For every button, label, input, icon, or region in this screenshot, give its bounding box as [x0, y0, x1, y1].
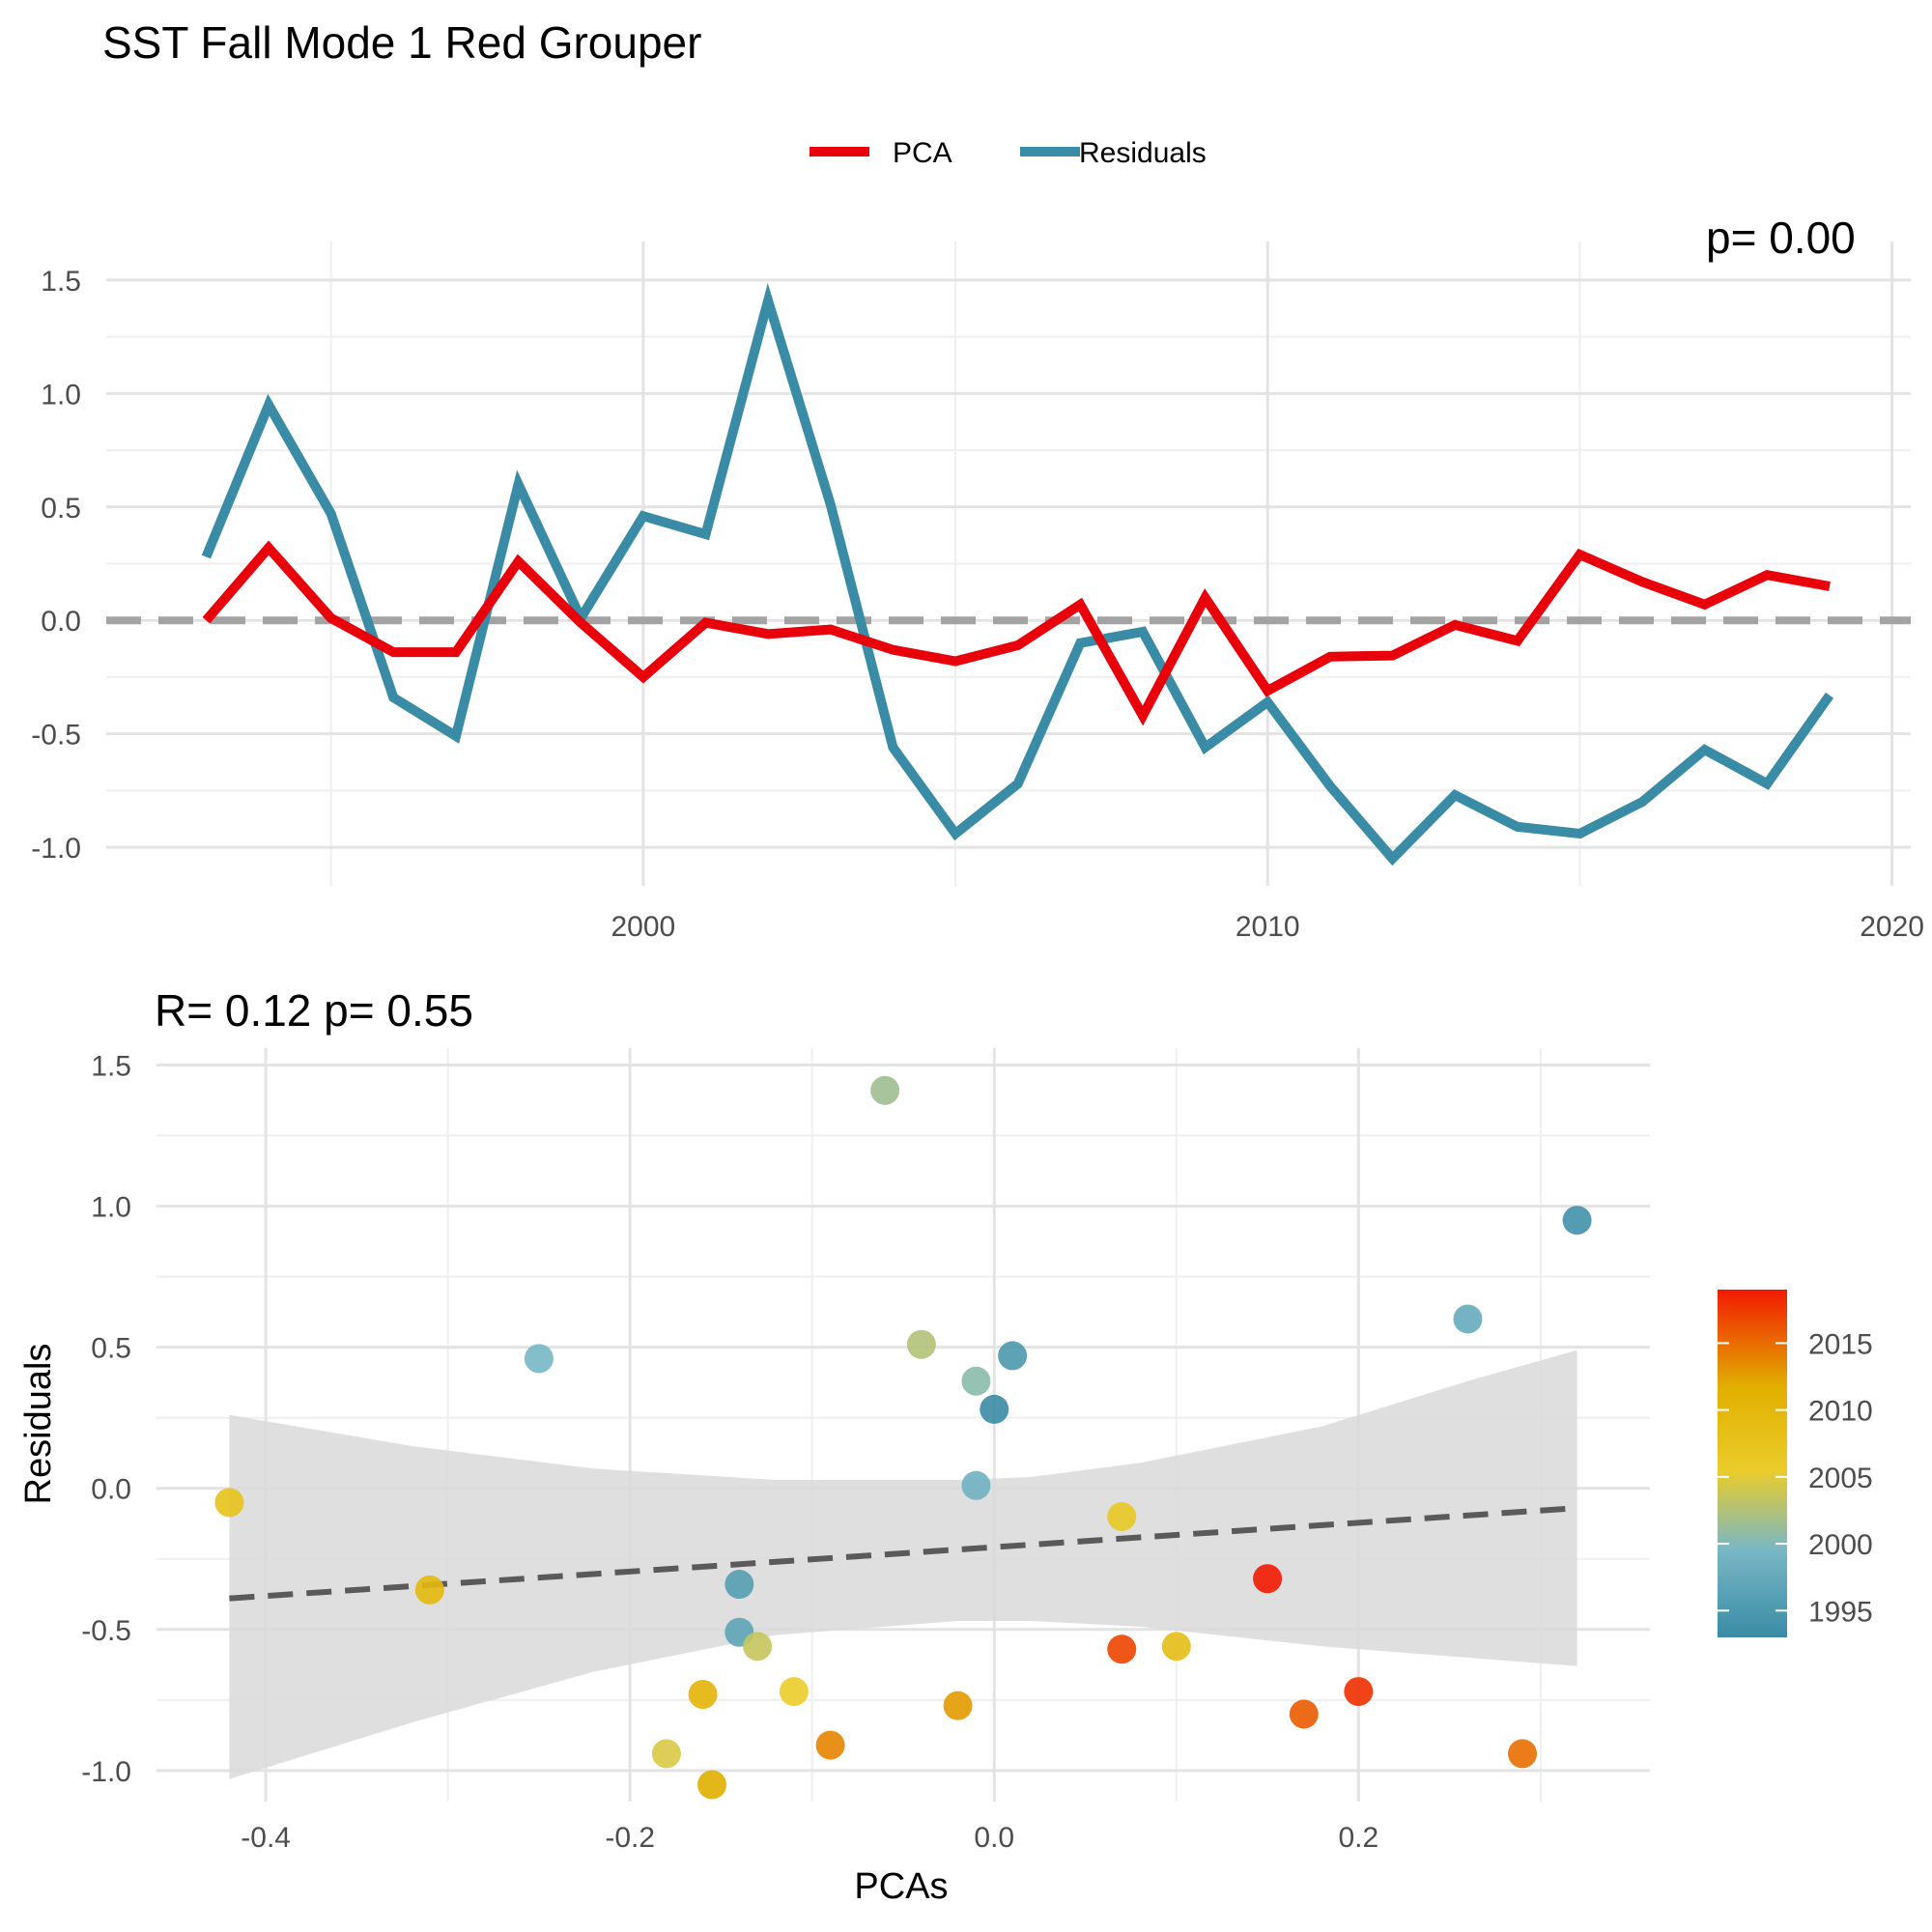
scatter-point [1289, 1699, 1319, 1729]
time-series-tick-labels: 2000 2010 2020 1.5 1.0 0.5 0.0 -0.5 -1.0 [31, 266, 1924, 943]
y-tick-label: -1.0 [31, 833, 81, 865]
x-tick-label: 0.0 [974, 1822, 1014, 1854]
scatter-subtitle: R= 0.12 p= 0.55 [155, 985, 473, 1036]
scatter-point [1562, 1206, 1592, 1236]
y-tick-label: 0.0 [41, 606, 81, 638]
y-tick-label: 1.5 [91, 1051, 131, 1083]
scatter-point [414, 1575, 444, 1605]
scatter-point [697, 1770, 727, 1800]
x-tick-label: 2000 [611, 911, 676, 943]
scatter-point [524, 1344, 554, 1374]
scatter-point [998, 1341, 1028, 1371]
scatter-point [651, 1739, 681, 1769]
scatter-panel: R= 0.12 p= 0.55 -0.4 -0.2 0.0 0.2 1.5 1.0 0.5 0… [18, 985, 1650, 1907]
colorbar-tick-label: 2010 [1808, 1396, 1873, 1428]
colorbar: 2015 2010 2005 2000 1995 [1718, 1290, 1873, 1637]
scatter-point [688, 1679, 718, 1709]
scatter-point [1453, 1304, 1483, 1334]
y-tick-label: 1.0 [91, 1192, 131, 1224]
colorbar-ticks: 2015 2010 2005 2000 1995 [1718, 1328, 1873, 1628]
scatter-point [1253, 1564, 1283, 1594]
legend: PCA Residuals [810, 137, 1207, 169]
scatter-point [961, 1470, 991, 1500]
corner-annotation: p= 0.00 [1706, 213, 1856, 263]
y-tick-label: -0.5 [81, 1615, 131, 1647]
x-tick-label: 0.2 [1338, 1822, 1378, 1854]
y-tick-label: 0.5 [91, 1333, 131, 1365]
scatter-point [779, 1677, 809, 1707]
page-title: SST Fall Mode 1 Red Grouper [102, 17, 701, 68]
scatter-point [870, 1075, 900, 1105]
scatter-point [961, 1366, 991, 1396]
regression-line [229, 1505, 1577, 1602]
legend-label-residuals: Residuals [1079, 137, 1207, 169]
scatter-point [743, 1632, 773, 1662]
x-tick-label: 2020 [1860, 911, 1924, 943]
scatter-point [1107, 1634, 1137, 1664]
time-series-panel: 2000 2010 2020 1.5 1.0 0.5 0.0 -0.5 -1.0 p= 0.00 [31, 213, 1924, 943]
scatter-point [943, 1690, 973, 1720]
y-tick-label: 1.0 [41, 379, 81, 411]
scatter-point [980, 1394, 1009, 1424]
time-series-lines [201, 282, 1834, 867]
scatter-point [906, 1329, 936, 1359]
series-line-pca [202, 540, 1831, 726]
scatter-points [214, 1075, 1592, 1800]
colorbar-tick-label: 1995 [1808, 1596, 1873, 1628]
y-axis-title: Residuals [18, 1344, 59, 1505]
scatter-tick-labels: -0.4 -0.2 0.0 0.2 1.5 1.0 0.5 0.0 -0.5 -1.0 [81, 1051, 1378, 1854]
series-line-residuals [201, 282, 1834, 867]
y-tick-label: -1.0 [81, 1756, 131, 1788]
scatter-point [1107, 1501, 1137, 1531]
colorbar-gradient [1718, 1290, 1787, 1637]
scatter-point [1344, 1677, 1374, 1707]
legend-label-pca: PCA [893, 137, 952, 169]
x-axis-title: PCAs [854, 1866, 948, 1907]
scatter-point [1161, 1632, 1191, 1662]
scatter-point [724, 1570, 754, 1600]
colorbar-tick-label: 2005 [1808, 1463, 1873, 1494]
colorbar-tick-label: 2000 [1808, 1529, 1873, 1561]
scatter-point [1508, 1739, 1538, 1769]
x-tick-label: -0.2 [605, 1822, 655, 1854]
y-tick-label: 1.5 [41, 266, 81, 298]
y-tick-label: -0.5 [31, 720, 81, 752]
scatter-point [815, 1730, 845, 1760]
scatter-point [214, 1488, 244, 1518]
x-tick-label: -0.4 [241, 1822, 291, 1854]
y-tick-label: 0.5 [41, 493, 81, 525]
confidence-band [229, 1350, 1577, 1779]
x-tick-label: 2010 [1236, 911, 1300, 943]
y-tick-label: 0.0 [91, 1474, 131, 1506]
colorbar-tick-label: 2015 [1808, 1328, 1873, 1360]
